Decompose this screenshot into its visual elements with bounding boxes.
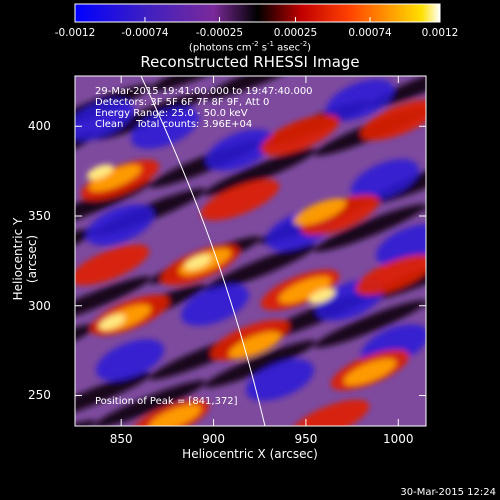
heatmap-dark-band xyxy=(94,380,206,426)
heatmap-dark-band xyxy=(204,76,316,100)
colorbar-tick-label: 0.00025 xyxy=(273,27,318,39)
colorbar-tick-label: 0.0012 xyxy=(421,27,459,39)
heatmap-low-region xyxy=(326,79,394,121)
heatmap-high-region xyxy=(260,114,340,156)
heatmap-high-region xyxy=(355,254,426,296)
y-tick-label: 400 xyxy=(28,119,51,134)
y-axis-label: Heliocentric Y (arcsec) xyxy=(11,217,39,301)
heatmap-peak-region xyxy=(98,314,126,330)
colorbar-tick-label: -0.0012 xyxy=(54,27,96,39)
info-line: Detectors: 3F 5F 6F 7F 8F 9F, Att 0 xyxy=(95,97,270,108)
heatmap-high-region xyxy=(75,244,150,286)
heatmap-peak-region xyxy=(86,164,114,180)
heatmap-low-region xyxy=(376,224,426,266)
heatmap-dark-band xyxy=(424,260,426,308)
heatmap-high-region xyxy=(290,399,370,426)
colorbar-tick-marks xyxy=(74,17,441,22)
plot-frame xyxy=(74,75,427,427)
heatmap-dark-band xyxy=(204,148,316,196)
heatmap-dark-band xyxy=(75,276,151,324)
heatmap-dark-band xyxy=(476,110,500,170)
heatmap-dark-band xyxy=(476,206,500,266)
x-tick-label: 850 xyxy=(109,432,133,446)
heatmap-high-region xyxy=(300,194,380,236)
peak-position-label: Position of Peak = [841,372] xyxy=(95,396,238,407)
heatmap-low-region xyxy=(246,359,314,401)
heatmap-dark-band xyxy=(75,372,151,420)
heatmap-dark-band xyxy=(424,76,426,116)
timestamp: 30-Mar-2015 12:24 xyxy=(400,487,496,498)
heatmap-low-region xyxy=(351,159,419,201)
x-tick-label: 950 xyxy=(294,432,318,446)
solar-limb-line xyxy=(140,76,266,426)
heatmap-dark-band xyxy=(94,92,206,140)
heatmap-dark-band xyxy=(314,300,426,348)
heatmap-dark-band xyxy=(75,420,96,426)
heatmap-dark-band xyxy=(369,76,426,108)
colorbar-tick-label: -0.00025 xyxy=(195,27,244,39)
heatmap-high-region xyxy=(343,358,397,386)
axis-tick-marks xyxy=(75,76,426,426)
heatmap-dark-band xyxy=(0,0,44,42)
heatmap-peak-region xyxy=(184,254,212,270)
heatmap-high-region xyxy=(148,404,202,426)
heatmap-dark-band xyxy=(36,0,153,2)
chart-title: Reconstructed RHESSI Image xyxy=(140,53,360,71)
heatmap-low-region xyxy=(206,129,274,171)
heatmap-low-region xyxy=(75,99,134,141)
heatmap-high-region xyxy=(200,179,280,221)
colorbar-units: (photons cm-2 s-1 asec-2) xyxy=(188,40,312,54)
heatmap-dark-band xyxy=(149,76,261,92)
heatmap-high-region xyxy=(228,331,282,359)
colorbar xyxy=(74,3,441,23)
heatmap-peak-region xyxy=(308,288,336,304)
x-tick-label: 900 xyxy=(202,432,225,446)
x-axis-label: Heliocentric X (arcsec) xyxy=(182,447,318,461)
heatmap-high-region xyxy=(278,276,332,304)
heatmap-low-region xyxy=(181,284,249,326)
y-tick-label: 300 xyxy=(28,298,51,313)
heatmap-low-region xyxy=(96,339,164,381)
info-line: 29-Mar-2015 19:41:00.000 to 19:47:40.000 xyxy=(95,86,313,97)
heatmap-high-region xyxy=(88,164,142,192)
colorbar-tick-label: 0.00074 xyxy=(348,27,392,39)
info-line: Clean Total counts: 3.96E+04 xyxy=(95,119,253,130)
y-tick-label: 350 xyxy=(28,209,51,223)
heatmap-plot xyxy=(0,0,500,426)
x-tick-label: 1000 xyxy=(383,432,414,446)
heatmap-high-region xyxy=(360,99,426,141)
y-tick-label: 250 xyxy=(28,388,51,403)
heatmap-dark-band xyxy=(314,204,426,252)
heatmap-high-region xyxy=(293,198,347,226)
heatmap-dark-band xyxy=(204,340,316,388)
heatmap-dark-band xyxy=(204,244,316,292)
colorbar-tick-label: -0.00074 xyxy=(121,27,169,39)
heatmap-low-region xyxy=(86,204,154,246)
heatmap-dark-band xyxy=(424,164,426,212)
info-line: Energy Range: 25.0 - 50.0 keV xyxy=(95,108,248,119)
